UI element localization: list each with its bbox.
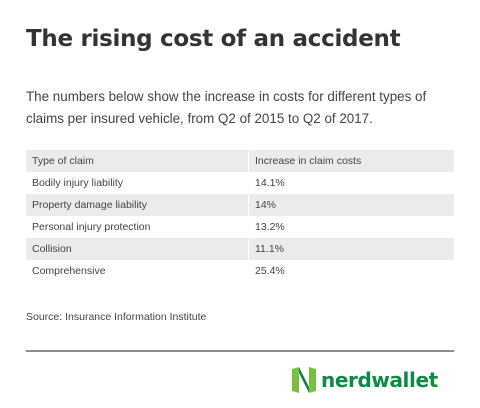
- source-note: Source: Insurance Information Institute: [26, 311, 207, 323]
- table-header-row: Type of claim Increase in claim costs: [26, 150, 454, 172]
- claims-table: Type of claim Increase in claim costs Bo…: [26, 150, 454, 282]
- increase-cell: 25.4%: [255, 265, 285, 277]
- column-header-increase: Increase in claim costs: [248, 150, 454, 172]
- table-row: Comprehensive 25.4%: [26, 260, 454, 282]
- footer-divider: [26, 350, 454, 352]
- page-title: The rising cost of an accident: [26, 26, 401, 52]
- increase-cell: 11.1%: [248, 238, 454, 260]
- column-header-claim-type: Type of claim: [26, 150, 249, 172]
- table-row: Personal injury protection 13.2%: [26, 216, 454, 238]
- claim-type-cell: Comprehensive: [26, 260, 249, 282]
- brand-name: nerdwallet: [321, 368, 438, 392]
- table-row: Collision 11.1%: [26, 238, 454, 260]
- increase-cell: 13.2%: [255, 221, 285, 233]
- table-row: Property damage liability 14%: [26, 194, 454, 216]
- increase-cell: 14.1%: [255, 177, 285, 189]
- brand-logo: nerdwallet: [292, 366, 438, 394]
- claim-type-cell: Property damage liability: [26, 194, 249, 216]
- claim-type-cell: Collision: [26, 238, 249, 260]
- page-subtitle: The numbers below show the increase in c…: [26, 89, 427, 126]
- claim-type-cell: Personal injury protection: [26, 216, 249, 238]
- claim-type-cell: Bodily injury liability: [26, 172, 249, 194]
- table-row: Bodily injury liability 14.1%: [26, 172, 454, 194]
- nerdwallet-logo-icon: [292, 367, 316, 393]
- increase-cell: 14%: [248, 194, 454, 216]
